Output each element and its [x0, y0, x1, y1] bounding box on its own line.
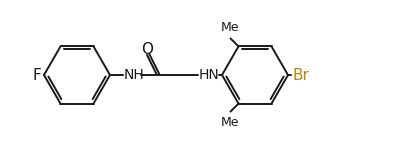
Text: Me: Me	[221, 21, 240, 34]
Text: NH: NH	[124, 68, 145, 82]
Text: F: F	[32, 68, 41, 82]
Text: Me: Me	[221, 116, 240, 129]
Text: HN: HN	[199, 68, 220, 82]
Text: Br: Br	[292, 68, 309, 82]
Text: O: O	[141, 42, 153, 57]
